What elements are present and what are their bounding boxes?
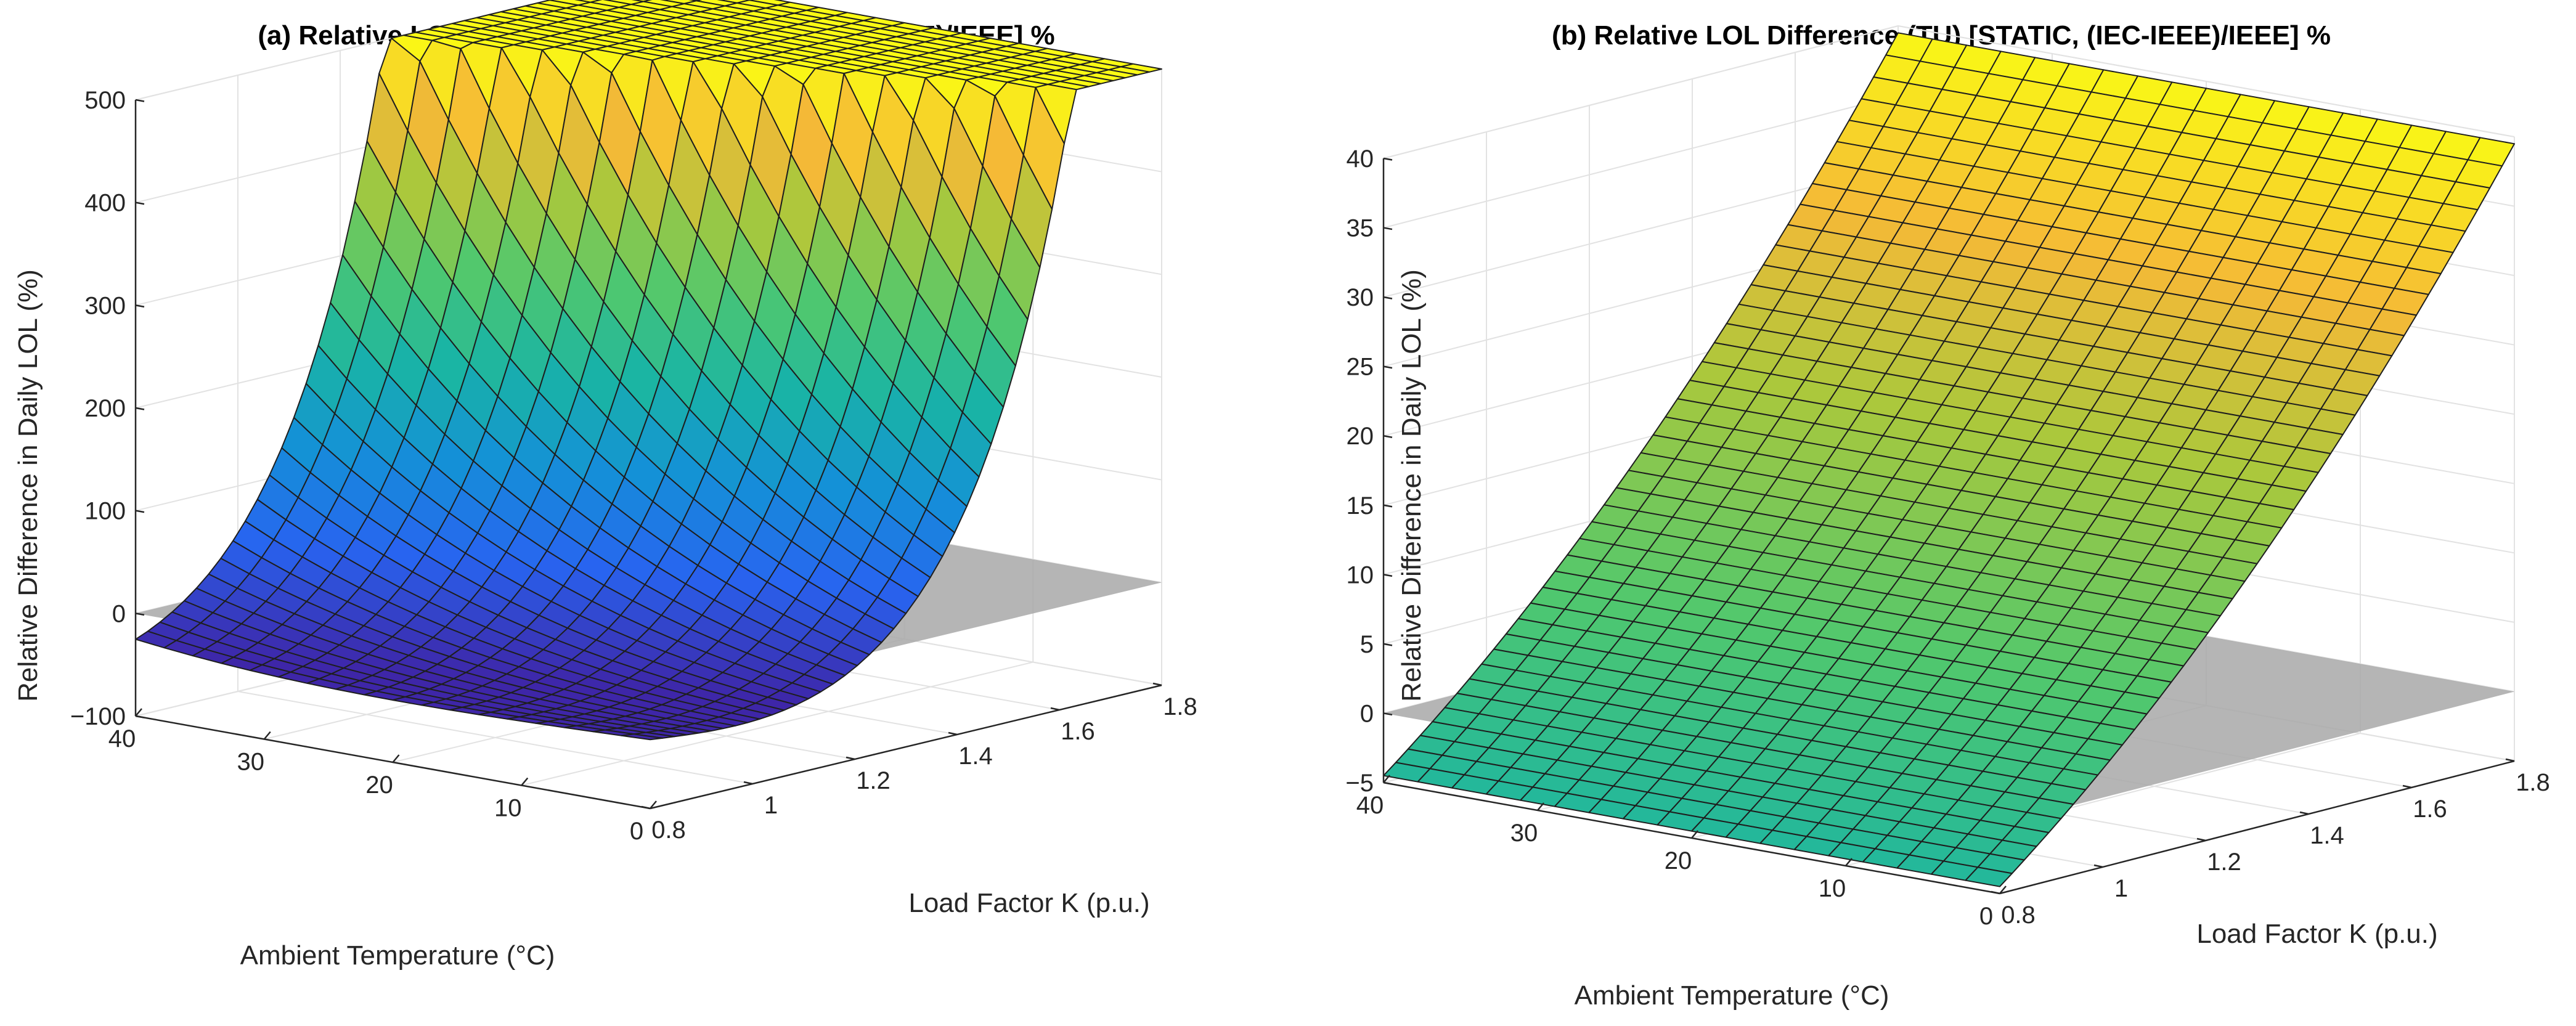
y-tick-mark [521, 777, 529, 786]
z-tick-label: 35 [1347, 215, 1374, 242]
chart-panel-b: (b) Relative LOL Difference (TU) [STATIC… [1345, 20, 2550, 1011]
x-tick-mark [1050, 707, 1060, 711]
x-tick-mark [2299, 811, 2309, 815]
y-tick-label: 30 [1510, 820, 1538, 847]
x-axis-line [1999, 760, 2515, 895]
y-tick-label: 30 [237, 749, 265, 776]
z-tick-label: 25 [1347, 354, 1374, 381]
x-tick-label: 1 [764, 792, 778, 819]
x-tick-label: 1.2 [856, 767, 891, 794]
y-tick-label: 20 [1665, 847, 1692, 874]
z-tick-label: 40 [1347, 145, 1374, 173]
surface [1383, 32, 2515, 887]
y-tick-label: 0 [630, 818, 643, 845]
y-tick-mark [392, 754, 400, 763]
surface-patch [1965, 866, 2013, 887]
x-tick-mark [2093, 864, 2103, 868]
x-axis-label: Load Factor K (p.u.) [908, 888, 1149, 918]
surface [135, 0, 1162, 741]
grid-line [1897, 25, 2515, 137]
x-tick-mark [1991, 890, 2000, 895]
x-tick-mark [2402, 784, 2412, 789]
y-axis-label: Ambient Temperature (°C) [1575, 980, 1889, 1011]
x-tick-mark [743, 781, 753, 785]
z-tick-mark [135, 613, 145, 616]
y-tick-label: 40 [108, 725, 136, 752]
z-tick-label: 200 [84, 395, 126, 422]
x-tick-label: 1.8 [1163, 693, 1197, 720]
surface-patch [621, 733, 663, 741]
y-tick-mark [650, 800, 657, 809]
y-tick-mark [1999, 886, 2007, 894]
z-tick-label: 20 [1347, 423, 1374, 450]
z-tick-mark [135, 715, 145, 719]
grid-line [1383, 25, 1899, 159]
z-tick-mark [1383, 574, 1393, 577]
z-tick-mark [135, 510, 145, 513]
z-tick-label: −100 [70, 703, 126, 730]
z-tick-label: 0 [1360, 700, 1374, 727]
axes: −5 0 5 10 15 20 25 30 35 40 0 10 20 30 40 0.8 1 1.2 1.4 1.6… [1345, 145, 2550, 930]
x-axis-line [650, 684, 1162, 810]
z-tick-label: 0 [112, 600, 126, 627]
z-tick-mark [1383, 365, 1393, 369]
x-axis-label: Load Factor K (p.u.) [2196, 919, 2437, 949]
z-tick-mark [1383, 781, 1393, 785]
z-tick-label: 300 [84, 292, 126, 319]
z-tick-label: 30 [1347, 284, 1374, 311]
x-tick-label: 0.8 [651, 816, 686, 844]
z-tick-label: −5 [1345, 770, 1374, 797]
x-tick-label: 1.6 [1061, 718, 1095, 745]
z-tick-mark [1383, 157, 1393, 161]
y-tick-label: 10 [1819, 875, 1846, 902]
y-tick-label: 40 [1356, 792, 1384, 819]
z-tick-label: 100 [84, 498, 126, 525]
x-tick-label: 1.4 [958, 743, 993, 770]
y-tick-mark [1845, 858, 1853, 866]
z-tick-mark [135, 202, 145, 205]
z-tick-label: 10 [1347, 561, 1374, 588]
chart-panel-a: (a) Relative LOL Difference (NTU) [STATI… [13, 0, 1197, 971]
x-tick-label: 0.8 [2001, 902, 2036, 929]
x-tick-mark [641, 805, 651, 810]
y-axis-label: Ambient Temperature (°C) [240, 940, 555, 971]
z-tick-mark [1383, 227, 1393, 230]
x-tick-label: 1 [2114, 875, 2128, 902]
axes: −100 0 100 200 300 400 500 0 10 20 30 40 0.8 1 1.2 1.4 1… [70, 87, 1197, 845]
z-axis-label: Relative Difference in Daily LOL (%) [13, 269, 43, 702]
x-tick-mark [2196, 837, 2206, 842]
x-tick-mark [1152, 682, 1162, 686]
z-tick-mark [135, 304, 145, 308]
y-tick-mark [135, 708, 142, 717]
x-tick-mark [2505, 758, 2515, 762]
z-tick-label: 5 [1360, 631, 1374, 658]
y-tick-mark [1537, 802, 1544, 811]
z-tick-label: 500 [84, 87, 126, 114]
x-tick-label: 1.2 [2207, 849, 2241, 876]
z-tick-mark [135, 407, 145, 410]
z-tick-mark [1383, 434, 1393, 438]
z-tick-mark [135, 99, 145, 102]
y-tick-mark [1383, 775, 1390, 783]
z-axis-label: Relative Difference in Daily LOL (%) [1396, 269, 1427, 702]
z-tick-mark [1383, 504, 1393, 508]
z-tick-mark [1383, 296, 1393, 299]
z-tick-label: 400 [84, 190, 126, 217]
z-tick-label: 15 [1347, 492, 1374, 519]
y-tick-mark [1691, 830, 1698, 839]
y-tick-mark [263, 731, 271, 740]
x-tick-mark [948, 731, 958, 736]
x-tick-mark [846, 756, 855, 760]
y-tick-label: 0 [1979, 903, 1993, 930]
y-tick-label: 10 [494, 795, 522, 822]
z-tick-mark [1383, 643, 1393, 646]
z-tick-mark [1383, 712, 1393, 716]
x-tick-label: 1.6 [2413, 796, 2447, 823]
x-tick-label: 1.4 [2310, 822, 2344, 849]
x-tick-label: 1.8 [2516, 769, 2550, 796]
y-tick-label: 20 [365, 772, 393, 799]
